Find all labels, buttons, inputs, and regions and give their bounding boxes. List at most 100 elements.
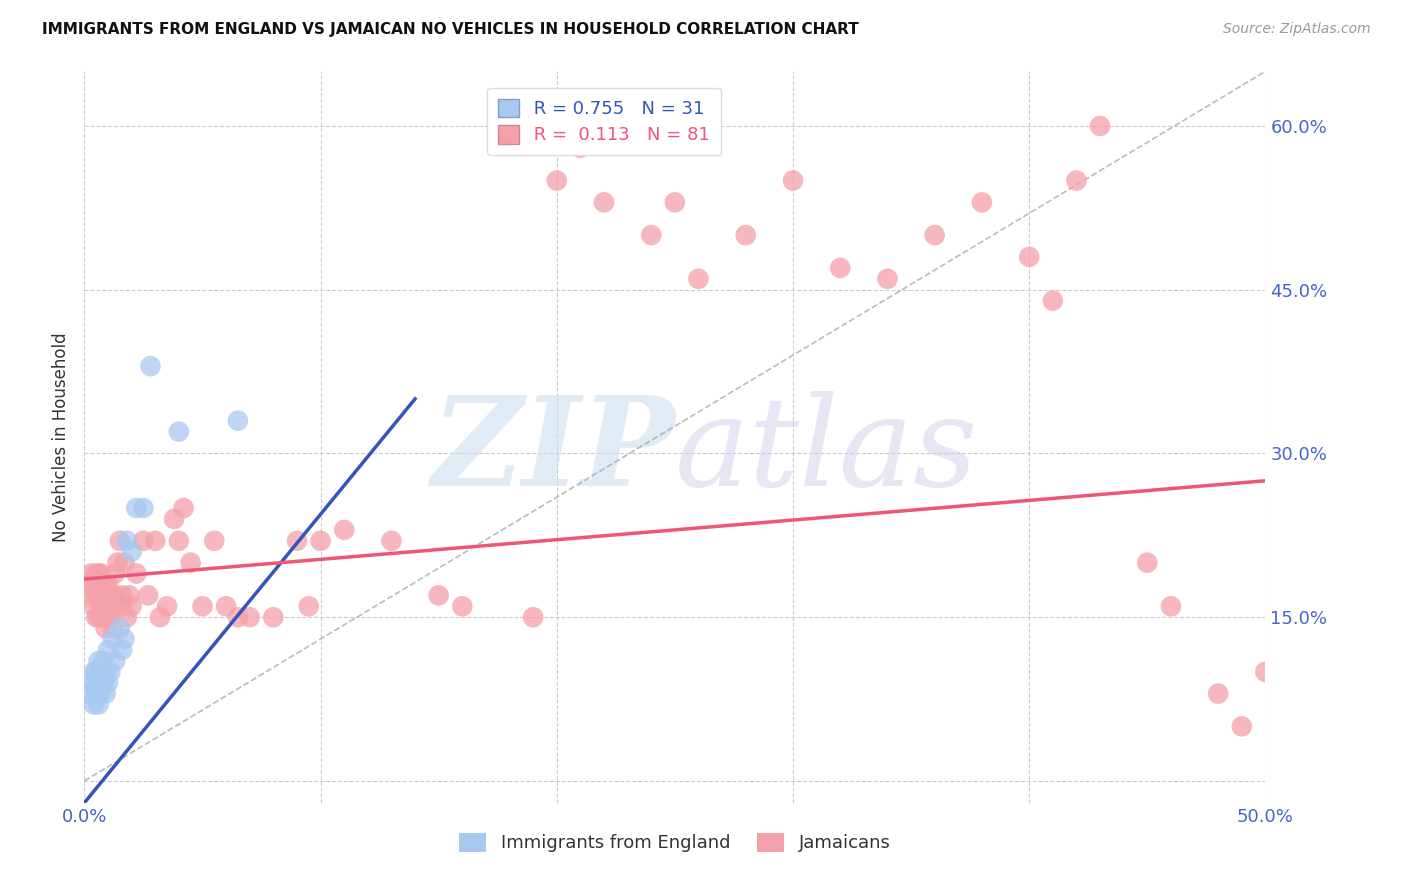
Point <box>139 359 162 373</box>
Point <box>84 687 107 701</box>
Point <box>83 698 105 712</box>
Point <box>115 533 138 548</box>
Point <box>734 228 756 243</box>
Point <box>163 512 186 526</box>
Point <box>593 195 616 210</box>
Point <box>107 556 129 570</box>
Point <box>118 588 141 602</box>
Point <box>98 588 121 602</box>
Point <box>132 533 155 548</box>
Point <box>569 141 592 155</box>
Point <box>1254 665 1277 679</box>
Point <box>1160 599 1182 614</box>
Point <box>84 675 107 690</box>
Point <box>924 228 946 243</box>
Point <box>451 599 474 614</box>
Point <box>1206 687 1229 701</box>
Point <box>87 654 110 668</box>
Point <box>83 577 105 591</box>
Point <box>84 665 107 679</box>
Text: ZIP: ZIP <box>432 391 675 513</box>
Point <box>77 687 100 701</box>
Point <box>87 675 110 690</box>
Point <box>239 610 262 624</box>
Point <box>226 610 249 624</box>
Point <box>114 632 136 646</box>
Point <box>167 533 190 548</box>
Point <box>108 621 131 635</box>
Point <box>427 588 450 602</box>
Point <box>83 665 105 679</box>
Point <box>97 675 120 690</box>
Point <box>87 610 110 624</box>
Point <box>1230 719 1253 733</box>
Point <box>215 599 238 614</box>
Point <box>143 533 166 548</box>
Point <box>91 599 114 614</box>
Point <box>226 414 249 428</box>
Point <box>522 610 544 624</box>
Point <box>90 599 112 614</box>
Point <box>97 599 120 614</box>
Point <box>688 272 710 286</box>
Point <box>115 610 138 624</box>
Point <box>149 610 172 624</box>
Point <box>1088 119 1111 133</box>
Point <box>90 665 112 679</box>
Point <box>90 566 112 581</box>
Point <box>167 425 190 439</box>
Point <box>101 599 124 614</box>
Point <box>1066 173 1088 187</box>
Point <box>83 599 105 614</box>
Point <box>125 566 148 581</box>
Point <box>132 501 155 516</box>
Point <box>97 577 120 591</box>
Point <box>136 588 159 602</box>
Point <box>298 599 321 614</box>
Point <box>970 195 993 210</box>
Point <box>111 599 134 614</box>
Point <box>101 621 124 635</box>
Point <box>380 533 402 548</box>
Point <box>94 577 117 591</box>
Point <box>101 632 124 646</box>
Point <box>84 610 107 624</box>
Point <box>91 654 114 668</box>
Point <box>97 643 120 657</box>
Point <box>91 588 114 602</box>
Point <box>309 533 332 548</box>
Point <box>87 566 110 581</box>
Legend: Immigrants from England, Jamaicans: Immigrants from England, Jamaicans <box>451 826 898 860</box>
Point <box>97 610 120 624</box>
Point <box>108 533 131 548</box>
Point <box>87 698 110 712</box>
Text: atlas: atlas <box>675 391 979 513</box>
Point <box>782 173 804 187</box>
Point <box>173 501 195 516</box>
Point <box>121 599 143 614</box>
Text: IMMIGRANTS FROM ENGLAND VS JAMAICAN NO VEHICLES IN HOUSEHOLD CORRELATION CHART: IMMIGRANTS FROM ENGLAND VS JAMAICAN NO V… <box>42 22 859 37</box>
Point <box>104 566 127 581</box>
Point <box>90 588 112 602</box>
Point <box>91 610 114 624</box>
Point <box>111 588 134 602</box>
Point <box>262 610 284 624</box>
Point <box>104 588 127 602</box>
Point <box>104 654 127 668</box>
Point <box>125 501 148 516</box>
Point <box>80 588 103 602</box>
Point <box>1042 293 1064 308</box>
Point <box>98 610 121 624</box>
Y-axis label: No Vehicles in Household: No Vehicles in Household <box>52 332 70 542</box>
Point <box>111 643 134 657</box>
Point <box>876 272 898 286</box>
Point <box>830 260 852 275</box>
Point <box>202 533 225 548</box>
Point <box>191 599 214 614</box>
Point <box>84 566 107 581</box>
Point <box>1018 250 1040 264</box>
Point <box>98 665 121 679</box>
Point <box>90 687 112 701</box>
Text: Source: ZipAtlas.com: Source: ZipAtlas.com <box>1223 22 1371 37</box>
Point <box>91 675 114 690</box>
